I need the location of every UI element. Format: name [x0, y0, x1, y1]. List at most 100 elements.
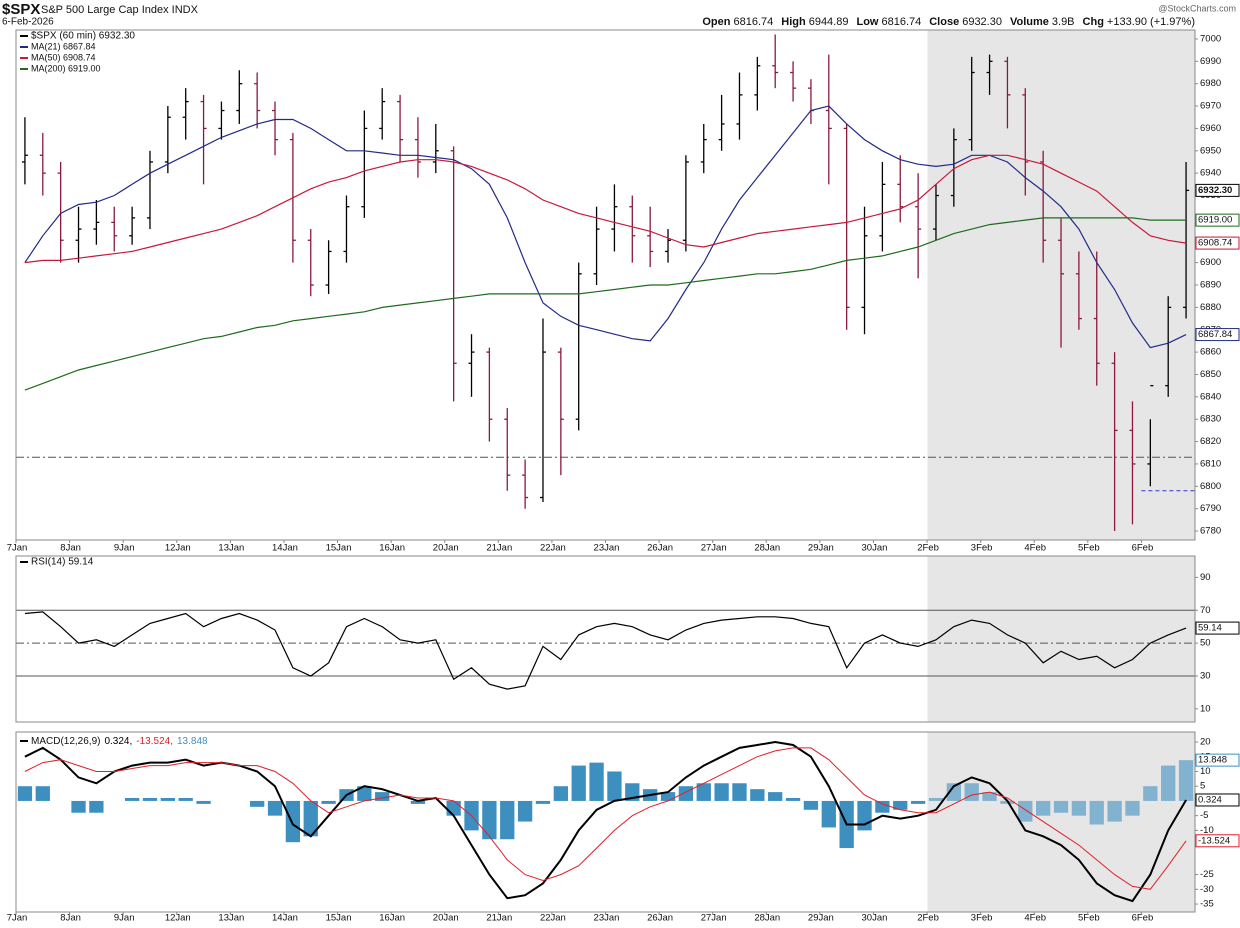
- y-tick-label: -35: [1200, 899, 1214, 910]
- y-tick-label: 6980: [1200, 78, 1221, 89]
- histogram-bar: [1089, 800, 1104, 825]
- histogram-bar: [732, 783, 747, 801]
- histogram-bar: [607, 771, 622, 801]
- x-tick-label: 4Feb: [1024, 543, 1046, 554]
- y-tick-label: 6810: [1200, 458, 1221, 469]
- histogram-bar: [500, 800, 515, 840]
- histogram-bar: [1161, 765, 1176, 801]
- histogram-bar: [928, 797, 944, 801]
- x-tick-label: 13Jan: [218, 543, 244, 554]
- x-tick-label: 14Jan: [272, 543, 298, 554]
- x-tick-label: 27Jan: [701, 913, 727, 924]
- quote: Open 6816.74 High 6944.89 Low 6816.74 Close 693…: [702, 16, 1195, 28]
- x-tick-label: 6Feb: [1132, 543, 1154, 554]
- marks: 7Jan 7Jan 8Jan 8Jan 9Jan 9Jan 12Jan 12Jan 13Jan 1…: [7, 31, 1240, 924]
- date: 6-Feb-2026: [2, 17, 54, 28]
- quote-value: 3.9B: [1052, 16, 1075, 28]
- histogram-bar: [160, 797, 175, 801]
- histogram-bar: [1178, 760, 1194, 801]
- quote-value: 6816.74: [733, 16, 773, 28]
- histogram-bar: [1143, 786, 1158, 801]
- legend-title: $SPX (60 min) 6932.30: [31, 31, 135, 42]
- x-tick-label: 22Jan: [540, 913, 566, 924]
- last-value-label: 59.14: [1198, 623, 1222, 634]
- last-value-box: [1195, 328, 1240, 342]
- legend-entry: MA(21) 6867.84: [31, 41, 96, 51]
- histogram-bar: [553, 786, 568, 801]
- x-tick-label: 26Jan: [647, 543, 673, 554]
- x-tick-label: 21Jan: [486, 543, 512, 554]
- x-tick-label: 5Feb: [1078, 913, 1100, 924]
- x-tick-label: 7Jan: [7, 913, 28, 924]
- y-tick-label: 6830: [1200, 414, 1221, 425]
- y-tick-label: 7000: [1200, 33, 1221, 44]
- y-tick-label: 6900: [1200, 257, 1221, 268]
- last-value-label: 13.848: [1198, 755, 1227, 766]
- histogram-bar: [875, 800, 890, 813]
- histogram-bar: [35, 786, 50, 801]
- histogram-bar: [660, 792, 676, 801]
- x-tick-label: 6Feb: [1132, 913, 1154, 924]
- y-tick-label: 70: [1200, 605, 1211, 616]
- histogram-bar: [696, 783, 711, 801]
- last-value-box: [1195, 236, 1240, 250]
- x-tick-label: 16Jan: [379, 543, 405, 554]
- legend-entry: MA(200) 6919.00: [31, 63, 101, 73]
- x-tick-label: 20Jan: [433, 543, 459, 554]
- last-value-label: 6908.74: [1198, 238, 1232, 249]
- histogram-bar: [1125, 800, 1140, 816]
- last-value-label: -13.524: [1198, 835, 1230, 846]
- x-tick-label: 8Jan: [60, 543, 81, 554]
- quote-label: Open: [702, 16, 730, 28]
- y-tick-label: 6850: [1200, 369, 1221, 380]
- x-tick-label: 29Jan: [808, 543, 834, 554]
- histogram-bar: [678, 786, 694, 801]
- histogram-bar: [768, 792, 783, 801]
- close-label: 6932.30: [1198, 185, 1232, 196]
- last-value-box: [1195, 621, 1240, 635]
- x-tick-label: 9Jan: [114, 913, 135, 924]
- histogram-bar: [1018, 800, 1033, 822]
- y-tick-label: 6990: [1200, 56, 1221, 67]
- x-tick-label: 7Jan: [7, 543, 28, 554]
- y-tick-label: 6840: [1200, 391, 1221, 402]
- x-tick-label: 2Feb: [917, 543, 939, 554]
- histogram-bar: [982, 792, 997, 801]
- last-value-label: 6919.00: [1198, 215, 1232, 226]
- x-tick-label: 15Jan: [326, 913, 352, 924]
- y-tick-label: 6860: [1200, 347, 1221, 358]
- x-tick-label: 28Jan: [754, 913, 780, 924]
- last-value-box: [1195, 213, 1240, 227]
- y-tick-label: 6950: [1200, 145, 1221, 156]
- histogram-bar: [803, 800, 819, 810]
- y-tick-label: -5: [1200, 810, 1208, 821]
- x-tick-label: 3Feb: [971, 913, 993, 924]
- histogram-bar: [1053, 800, 1069, 813]
- histogram-bar: [893, 800, 908, 810]
- x-tick-label: 29Jan: [808, 913, 834, 924]
- x-tick-label: 30Jan: [862, 913, 888, 924]
- x-tick-label: 30Jan: [862, 543, 888, 554]
- indicator-line: [24, 217, 1187, 391]
- quote-label: Volume: [1010, 16, 1049, 28]
- histogram-bar: [375, 792, 390, 801]
- y-tick-label: -25: [1200, 869, 1214, 880]
- y-tick-label: -10: [1200, 825, 1214, 836]
- histogram-bar: [517, 800, 533, 822]
- quote-label: Low: [856, 16, 878, 28]
- x-tick-label: 28Jan: [754, 543, 780, 554]
- histogram-bar: [535, 800, 551, 804]
- current-week-shade: [927, 556, 1195, 722]
- last-value-box: [1195, 793, 1240, 807]
- y-tick-label: 10: [1200, 766, 1211, 777]
- histogram-bar: [785, 797, 801, 801]
- y-tick-label: 6820: [1200, 436, 1221, 447]
- last-value-box: [1195, 753, 1240, 767]
- current-week-shade: [927, 732, 1195, 912]
- x-tick-label: 2Feb: [917, 913, 939, 924]
- histogram-bar: [750, 789, 765, 801]
- x-tick-label: 8Jan: [60, 913, 81, 924]
- histogram-bar: [357, 786, 372, 801]
- x-tick-label: 9Jan: [114, 543, 135, 554]
- y-tick-label: 30: [1200, 670, 1211, 681]
